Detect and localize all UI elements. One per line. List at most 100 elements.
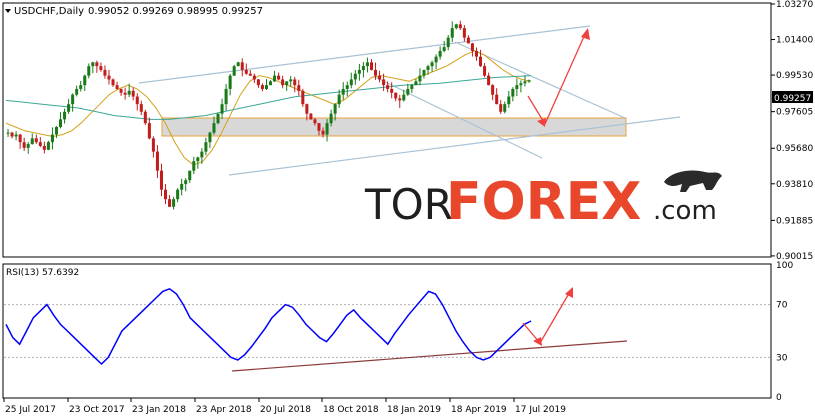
candle-body — [95, 62, 99, 67]
candle-body — [18, 134, 22, 143]
candle-body — [151, 138, 155, 152]
candle-body — [406, 88, 410, 95]
candle-body — [204, 142, 208, 152]
candle-body — [115, 85, 119, 89]
candle-body — [438, 50, 442, 57]
current-price-box — [772, 91, 813, 103]
candle-body — [418, 75, 422, 82]
candle-body — [119, 88, 123, 93]
candle-body — [164, 189, 168, 200]
x-tick-label: 23 Oct 2017 — [69, 405, 125, 415]
candle-body — [402, 94, 406, 101]
candle-body — [442, 47, 446, 51]
forecast-arrow-up-head — [581, 28, 590, 40]
candle-body — [466, 37, 470, 44]
rsi-tick-label: 30 — [776, 353, 788, 363]
moving-average-line — [5, 50, 532, 166]
candle-body — [71, 94, 75, 105]
channel-upper-line — [138, 25, 591, 84]
candle-body — [523, 81, 527, 84]
candle-body — [240, 62, 244, 70]
rsi-arrow-up — [539, 289, 572, 344]
candle-body — [309, 113, 313, 120]
candle-body — [313, 119, 317, 124]
logo-tor: TOR — [364, 180, 453, 229]
chart-title: USDCHF,Daily — [14, 6, 84, 17]
y-tick-label: 0.97605 — [776, 108, 813, 118]
price-candles — [6, 20, 531, 210]
candle-body — [305, 104, 309, 114]
candle-body — [422, 69, 426, 76]
y-tick-label: 0.99530 — [776, 71, 813, 81]
candle-body — [507, 96, 511, 105]
rsi-tick-label: 0 — [776, 393, 782, 403]
candle-body — [511, 88, 515, 97]
candle-body — [192, 161, 196, 171]
candle-body — [527, 80, 531, 82]
candle-body — [317, 123, 321, 131]
candle-body — [184, 180, 188, 184]
candle-body — [374, 69, 378, 76]
candle-body — [474, 50, 478, 57]
rsi-arrow-down-head — [533, 337, 542, 346]
candle-body — [159, 170, 163, 190]
candle-body — [135, 96, 139, 105]
candle-body — [180, 183, 184, 190]
candle-body — [83, 75, 87, 86]
x-tick-label: 18 Apr 2019 — [451, 405, 507, 415]
candle-body — [131, 90, 135, 97]
candle-body — [281, 79, 285, 86]
candle-body — [414, 81, 418, 86]
candle-body — [172, 199, 176, 207]
candle-body — [273, 75, 277, 82]
candle-body — [14, 134, 18, 137]
candle-body — [446, 37, 450, 48]
candle-body — [337, 94, 341, 105]
candle-body — [147, 123, 151, 139]
channel-lower-line — [228, 116, 681, 176]
candle-body — [410, 85, 414, 89]
candle-body — [224, 88, 228, 105]
candle-body — [107, 75, 111, 80]
candle-body — [103, 69, 107, 76]
title-dropdown-icon[interactable] — [5, 9, 11, 13]
rsi-tick-label: 70 — [776, 301, 788, 311]
candle-body — [325, 123, 329, 135]
candle-body — [87, 66, 91, 76]
candle-body — [50, 134, 54, 143]
candle-body — [139, 104, 143, 112]
candle-body — [30, 138, 34, 145]
candle-body — [345, 85, 349, 89]
candle-body — [42, 145, 46, 150]
candle-body — [269, 81, 273, 86]
y-tick-label: 1.01400 — [776, 36, 813, 46]
rsi-arrow-up-head — [565, 287, 573, 298]
candle-body — [264, 85, 268, 89]
rsi-tick-label: 100 — [776, 261, 793, 271]
rsi-y-axis: 100 70 30 0 — [776, 261, 793, 403]
rsi-title: RSI(13) 57.6392 — [6, 268, 79, 278]
candle-body — [341, 88, 345, 95]
candle-body — [6, 132, 10, 134]
candle-body — [38, 142, 42, 146]
rsi-panel — [2, 263, 772, 399]
candle-body — [394, 92, 398, 99]
candle-body — [46, 142, 50, 150]
candle-body — [228, 75, 232, 89]
candle-body — [59, 119, 63, 127]
candle-body — [34, 138, 38, 143]
candle-body — [22, 142, 26, 148]
candle-body — [127, 90, 131, 95]
x-tick-label: 17 Jul 2019 — [515, 405, 566, 415]
bull-icon — [664, 170, 722, 192]
candle-body — [503, 104, 507, 112]
candle-body — [220, 104, 224, 114]
candle-body — [212, 123, 216, 133]
candle-body — [378, 75, 382, 80]
candle-body — [244, 69, 248, 74]
candle-body — [236, 62, 240, 67]
candle-body — [293, 79, 297, 86]
candle-body — [515, 85, 519, 89]
candle-body — [216, 113, 220, 124]
